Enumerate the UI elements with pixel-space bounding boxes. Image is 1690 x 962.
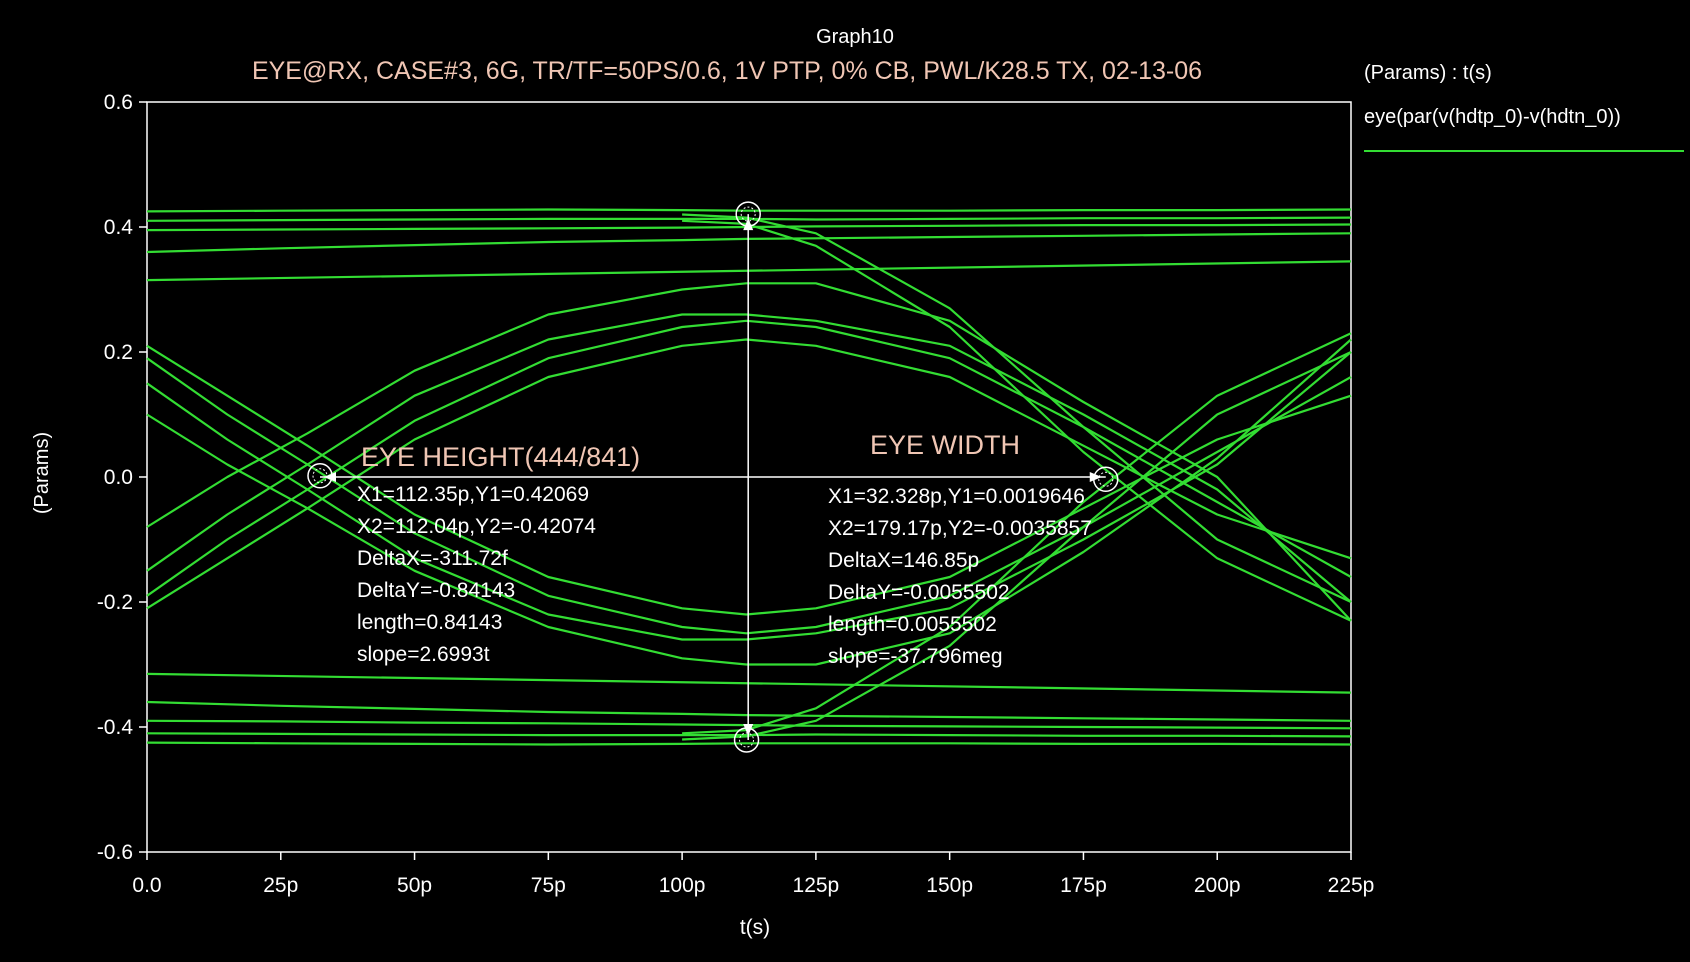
cursor-marker-inner xyxy=(1098,471,1114,487)
eye-height-line: DeltaY=-0.84143 xyxy=(357,579,515,602)
eye-trace xyxy=(146,282,1352,622)
measurement-cursors xyxy=(307,201,1119,753)
eye-trace xyxy=(146,260,1352,282)
x-tick-label: 75p xyxy=(531,874,566,897)
eye-height-line: X1=112.35p,Y1=0.42069 xyxy=(357,483,589,506)
eye-trace xyxy=(146,319,1352,597)
eye-trace xyxy=(146,700,1352,722)
cursor-marker-inner xyxy=(740,206,756,222)
eye-traces xyxy=(146,208,1352,746)
legend-header: (Params) : t(s) xyxy=(1364,62,1492,84)
eye-trace xyxy=(682,351,1352,741)
eye-trace xyxy=(146,357,1352,635)
x-tick-label: 150p xyxy=(926,874,973,897)
x-tick-label: 25p xyxy=(263,874,298,897)
cursor-marker xyxy=(735,201,761,227)
x-tick-label: 225p xyxy=(1328,874,1375,897)
eye-width-line: X2=179.17p,Y2=-0.0035857 xyxy=(828,517,1092,540)
eye-height-title: EYE HEIGHT(444/841) xyxy=(361,442,640,472)
eye-trace xyxy=(146,351,1352,641)
cursor-marker xyxy=(1093,466,1119,492)
cursor-arrowhead xyxy=(1089,472,1102,482)
cursor-arrowhead xyxy=(323,472,336,482)
x-tick-label: 175p xyxy=(1060,874,1107,897)
x-tick-label: 0.0 xyxy=(132,874,161,897)
y-tick-label: 0.0 xyxy=(104,466,133,489)
eye-trace xyxy=(146,313,1352,603)
eye-height-line: X2=112.04p,Y2=-0.42074 xyxy=(357,515,596,538)
chart-title: EYE@RX, CASE#3, 6G, TR/TF=50PS/0.6, 1V P… xyxy=(252,57,1202,85)
axis-ticks: 0.0 25p 50p 75p 100p 125p 150p 175p 200p 225p 0.6 0… xyxy=(97,91,1375,897)
x-tick-label: 125p xyxy=(793,874,840,897)
eye-height-line: DeltaX=-311.72f xyxy=(357,547,508,570)
eye-height-line: length=0.84143 xyxy=(357,611,502,634)
eye-trace xyxy=(146,672,1352,694)
cursor-marker xyxy=(733,727,760,753)
eye-width-line: DeltaY=-0.0055502 xyxy=(828,581,1010,604)
eye-height-line: slope=2.6993t xyxy=(357,643,490,666)
x-tick-label: 200p xyxy=(1194,874,1241,897)
eye-trace xyxy=(146,732,1352,738)
y-tick-label: 0.6 xyxy=(104,91,133,114)
eye-trace xyxy=(146,232,1352,254)
eye-trace xyxy=(146,208,1352,213)
eye-trace xyxy=(146,741,1352,746)
y-tick-label: -0.6 xyxy=(97,841,133,864)
cursor-arrowhead xyxy=(743,218,754,231)
y-tick-label: 0.2 xyxy=(104,341,133,364)
eye-trace xyxy=(146,338,1352,610)
eye-width-line: DeltaX=146.85p xyxy=(828,549,979,572)
cursor-marker-inner xyxy=(312,468,328,484)
eye-trace xyxy=(146,338,1352,666)
eye-width-line: length=0.0055502 xyxy=(828,613,997,636)
cursor-marker-inner xyxy=(739,732,755,748)
cursor-marker xyxy=(307,463,333,489)
eye-trace xyxy=(682,213,1352,603)
x-tick-label: 50p xyxy=(397,874,432,897)
y-axis-label: (Params) xyxy=(31,432,53,514)
y-tick-label: -0.2 xyxy=(97,591,133,614)
cursor-arrowhead xyxy=(743,723,754,736)
legend-entry-label: eye(par(v(hdtp_0)-v(hdtn_0)) xyxy=(1364,106,1621,128)
y-tick-label: 0.4 xyxy=(104,216,134,239)
eye-width-line: slope=-37.796meg xyxy=(828,645,1003,668)
x-axis-label: t(s) xyxy=(740,916,770,939)
x-tick-label: 100p xyxy=(659,874,706,897)
eye-width-line: X1=32.328p,Y1=0.0019646 xyxy=(828,485,1085,508)
eye-width-title: EYE WIDTH xyxy=(870,430,1020,460)
eye-trace xyxy=(146,344,1352,616)
y-tick-label: -0.4 xyxy=(97,716,134,739)
eye-trace xyxy=(146,216,1352,222)
graph-name: Graph10 xyxy=(816,26,894,48)
